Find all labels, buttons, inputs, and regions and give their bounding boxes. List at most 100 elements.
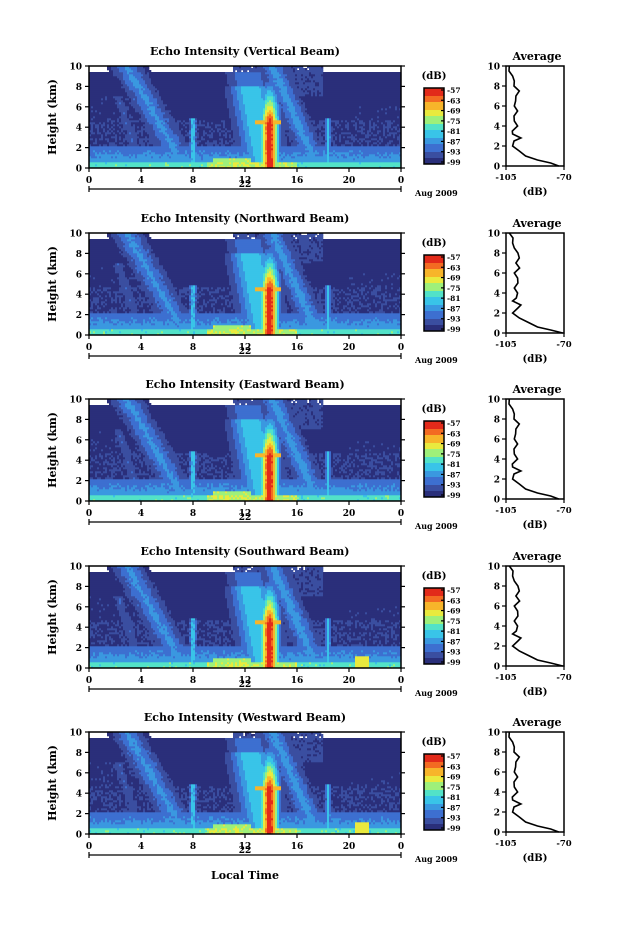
heatmap — [89, 233, 402, 336]
average-title: Average — [511, 550, 561, 563]
x-tick-label: 12 — [239, 509, 252, 519]
colorbar-tick-label: -69 — [447, 107, 461, 116]
day-label: 22 — [239, 846, 252, 856]
avg-y-tick-label: 10 — [487, 563, 500, 573]
y-tick-label: 8 — [76, 583, 82, 593]
x-tick-label: 4 — [138, 176, 144, 186]
colorbar-tick-label: -99 — [447, 325, 461, 334]
x-tick-label: 0 — [398, 842, 404, 852]
avg-y-tick-label: 0 — [494, 330, 500, 340]
avg-y-tick-label: 8 — [494, 583, 500, 593]
avg-x-tick-label: -70 — [556, 673, 571, 683]
heatmap — [89, 66, 402, 169]
avg-y-tick-label: 6 — [494, 769, 500, 779]
y-tick-label: 6 — [76, 103, 82, 113]
x-tick-label: 0 — [398, 676, 404, 686]
panel-title: Echo Intensity (Northward Beam) — [141, 212, 350, 225]
average-title: Average — [511, 383, 561, 396]
y-tick-label: 8 — [76, 749, 82, 759]
y-tick-label: 2 — [76, 477, 82, 487]
y-tick-label: 8 — [76, 416, 82, 426]
x-tick-label: 0 — [398, 343, 404, 353]
avg-x-tick-label: -70 — [556, 506, 571, 516]
y-tick-label: 2 — [76, 810, 82, 820]
panel-title: Echo Intensity (Southward Beam) — [141, 545, 350, 558]
x-tick-label: 16 — [291, 842, 304, 852]
average-profile: Average 0 2 4 6 8 10 -105 -70 (dB) — [487, 550, 571, 698]
avg-x-tick-label: -105 — [495, 173, 516, 183]
x-tick-label: 20 — [343, 343, 356, 353]
heatmap — [89, 399, 402, 502]
colorbar-tick-label: -81 — [447, 460, 461, 469]
avg-y-tick-label: 6 — [494, 603, 500, 613]
y-tick-label: 6 — [76, 769, 82, 779]
avg-y-tick-label: 0 — [494, 163, 500, 173]
colorbar-tick-label: -81 — [447, 127, 461, 136]
colorbar-unit: (dB) — [422, 71, 447, 82]
colorbar-tick-label: -75 — [447, 617, 461, 626]
y-tick-label: 10 — [69, 563, 82, 573]
x-tick-label: 20 — [343, 176, 356, 186]
colorbar-unit: (dB) — [422, 571, 447, 582]
colorbar-tick-label: -69 — [447, 773, 461, 782]
y-axis-label: Height (km) — [46, 412, 59, 488]
x-tick-label: 12 — [239, 343, 252, 353]
avg-y-tick-label: 0 — [494, 663, 500, 673]
y-tick-label: 4 — [76, 124, 82, 134]
avg-y-tick-label: 2 — [494, 643, 500, 653]
colorbar-tick-label: -69 — [447, 274, 461, 283]
colorbar — [423, 87, 445, 165]
panel-2: Echo Intensity (Northward Beam) 0 2 4 6 8 10 He… — [46, 212, 572, 365]
y-tick-label: 8 — [76, 250, 82, 260]
avg-x-tick-label: -70 — [556, 173, 571, 183]
month-label: Aug 2009 — [414, 688, 458, 698]
avg-y-tick-label: 8 — [494, 250, 500, 260]
day-label: 22 — [239, 180, 252, 190]
day-label: 22 — [239, 680, 252, 690]
avg-x-tick-label: -105 — [495, 506, 516, 516]
x-tick-label: 16 — [291, 343, 304, 353]
heatmap — [89, 566, 402, 669]
average-x-label: (dB) — [523, 187, 548, 198]
heatmap — [89, 732, 402, 835]
colorbar-tick-label: -87 — [447, 803, 461, 812]
x-tick-label: 8 — [190, 343, 196, 353]
x-tick-label: 12 — [239, 842, 252, 852]
y-tick-label: 10 — [69, 230, 82, 240]
colorbar-tick-label: -69 — [447, 440, 461, 449]
panel-title: Echo Intensity (Vertical Beam) — [150, 45, 340, 58]
y-tick-label: 4 — [76, 790, 82, 800]
x-tick-label: 16 — [291, 176, 304, 186]
x-tick-label: 0 — [398, 509, 404, 519]
colorbar-tick-label: -63 — [447, 762, 461, 771]
colorbar-tick-label: -81 — [447, 294, 461, 303]
y-tick-label: 4 — [76, 291, 82, 301]
avg-y-tick-label: 2 — [494, 143, 500, 153]
colorbar-tick-label: -57 — [447, 419, 461, 428]
colorbar-tick-label: -81 — [447, 627, 461, 636]
average-profile-line — [508, 565, 563, 667]
month-label: Aug 2009 — [414, 355, 458, 365]
avg-y-tick-label: 2 — [494, 476, 500, 486]
x-tick-label: 0 — [398, 176, 404, 186]
y-tick-label: 6 — [76, 270, 82, 280]
y-tick-label: 4 — [76, 457, 82, 467]
x-tick-label: 0 — [86, 176, 92, 186]
avg-y-tick-label: 8 — [494, 83, 500, 93]
avg-y-tick-label: 10 — [487, 396, 500, 406]
colorbar-tick-label: -75 — [447, 117, 461, 126]
avg-y-tick-label: 6 — [494, 270, 500, 280]
average-profile: Average 0 2 4 6 8 10 -105 -70 (dB) — [487, 217, 571, 365]
colorbar-unit: (dB) — [422, 404, 447, 415]
colorbar-tick-label: -57 — [447, 752, 461, 761]
x-tick-label: 4 — [138, 509, 144, 519]
y-tick-label: 2 — [76, 311, 82, 321]
colorbar-tick-label: -87 — [447, 470, 461, 479]
y-tick-label: 2 — [76, 644, 82, 654]
x-tick-label: 16 — [291, 509, 304, 519]
avg-x-tick-label: -105 — [495, 340, 516, 350]
x-tick-label: 4 — [138, 842, 144, 852]
y-tick-label: 10 — [69, 729, 82, 739]
colorbar-tick-label: -87 — [447, 637, 461, 646]
y-tick-label: 0 — [76, 165, 82, 175]
